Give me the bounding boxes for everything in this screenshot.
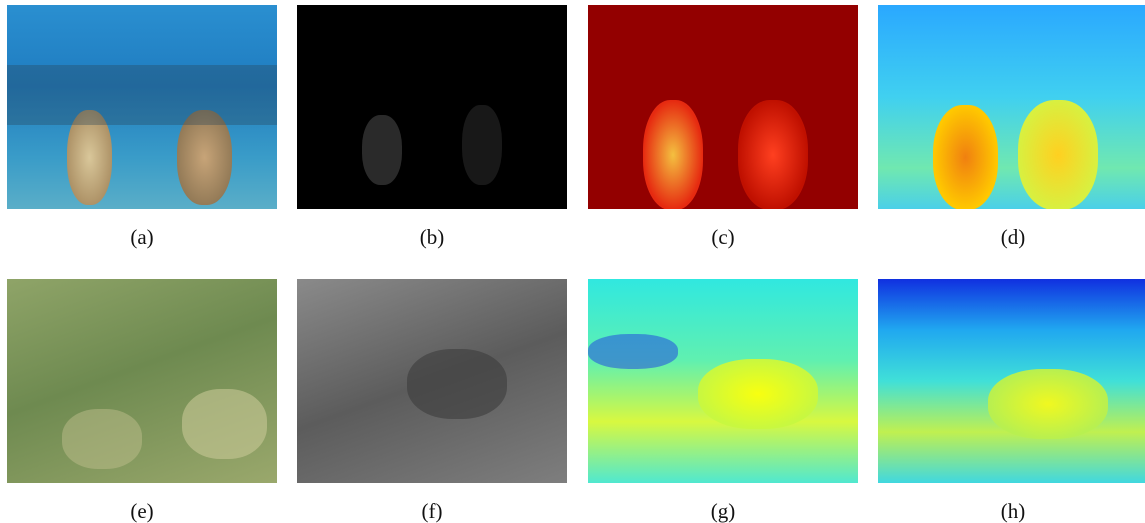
caption: (b) bbox=[297, 225, 567, 249]
image-f bbox=[297, 279, 567, 483]
caption: (h) bbox=[878, 499, 1145, 523]
image-b bbox=[297, 5, 567, 209]
caption: (c) bbox=[588, 225, 858, 249]
image-g bbox=[588, 279, 858, 483]
caption: (g) bbox=[588, 499, 858, 523]
image-e bbox=[7, 279, 277, 483]
caption: (d) bbox=[878, 225, 1145, 249]
figure: {"panels": [ {"label": "(a)"}, {"label":… bbox=[0, 0, 1145, 523]
image-c bbox=[588, 5, 858, 209]
image-h bbox=[878, 279, 1145, 483]
caption: (f) bbox=[297, 499, 567, 523]
image-d bbox=[878, 5, 1145, 209]
image-a bbox=[7, 5, 277, 209]
caption: (a) bbox=[7, 225, 277, 249]
caption: (e) bbox=[7, 499, 277, 523]
